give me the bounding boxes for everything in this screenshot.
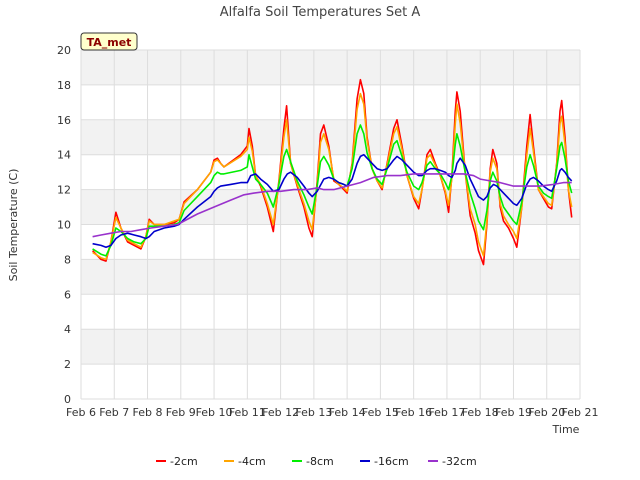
y-tick-label: 6 (64, 288, 71, 301)
legend-label: -16cm (374, 455, 409, 468)
x-tick-label: Feb 9 (166, 406, 196, 419)
y-axis-ticks: 0 2 4 6 8 10 12 14 16 18 20 (57, 44, 71, 406)
y-tick-label: 16 (57, 114, 71, 127)
legend-item: -2cm (156, 455, 198, 468)
x-tick-label: Feb 18 (462, 406, 499, 419)
plot-band (81, 189, 580, 225)
series-line-8cm (92, 124, 573, 257)
legend-label: -2cm (170, 455, 198, 468)
y-tick-label: 10 (57, 219, 71, 232)
x-tick-label: Feb 7 (99, 406, 129, 419)
legend-label: -8cm (306, 455, 334, 468)
y-tick-label: 8 (64, 253, 71, 266)
x-tick-label: Feb 16 (395, 406, 432, 419)
x-tick-label: Feb 21 (562, 406, 599, 419)
chart-title: Alfalfa Soil Temperatures Set A (220, 5, 421, 20)
y-tick-label: 18 (57, 79, 71, 92)
x-axis-title: Time (552, 423, 580, 436)
x-tick-label: Feb 6 (66, 406, 96, 419)
x-tick-label: Feb 8 (133, 406, 163, 419)
y-tick-label: 20 (57, 44, 71, 57)
x-tick-label: Feb 12 (262, 406, 299, 419)
series-layer (92, 78, 573, 266)
legend-item: -16cm (360, 455, 409, 468)
series-line-16cm (92, 153, 573, 248)
y-tick-label: 14 (57, 149, 71, 162)
badge-box (80, 32, 138, 51)
legend-label: -32cm (442, 455, 477, 468)
x-tick-label: Feb 13 (295, 406, 332, 419)
y-tick-label: 4 (64, 323, 71, 336)
y-tick-label: 0 (64, 393, 71, 406)
plot-band (81, 329, 580, 365)
legend-item: -4cm (224, 455, 266, 468)
x-tick-label: Feb 14 (329, 406, 366, 419)
x-tick-label: Feb 17 (428, 406, 465, 419)
x-tick-label: Feb 10 (196, 406, 233, 419)
legend-item: -32cm (428, 455, 477, 468)
plot-band (81, 50, 580, 85)
x-tick-label: Feb 19 (495, 406, 532, 419)
x-tick-label: Feb 15 (362, 406, 399, 419)
x-tick-label: Feb 20 (528, 406, 565, 419)
y-tick-label: 12 (57, 184, 71, 197)
series-line-4cm (92, 92, 573, 261)
y-tick-label: 2 (64, 358, 71, 371)
legend-item: -8cm (292, 455, 334, 468)
legend: -2cm -4cm -8cm -16cm -32cm (156, 455, 477, 468)
badge-label: TA_met (87, 36, 132, 49)
y-axis-title: Soil Temperature (C) (7, 169, 20, 282)
ta-met-badge: TA_met (80, 32, 138, 51)
x-tick-label: Feb 11 (229, 406, 266, 419)
plot-band (81, 119, 580, 155)
series-line-32cm (92, 173, 572, 238)
plot-band (81, 259, 580, 295)
legend-label: -4cm (238, 455, 266, 468)
